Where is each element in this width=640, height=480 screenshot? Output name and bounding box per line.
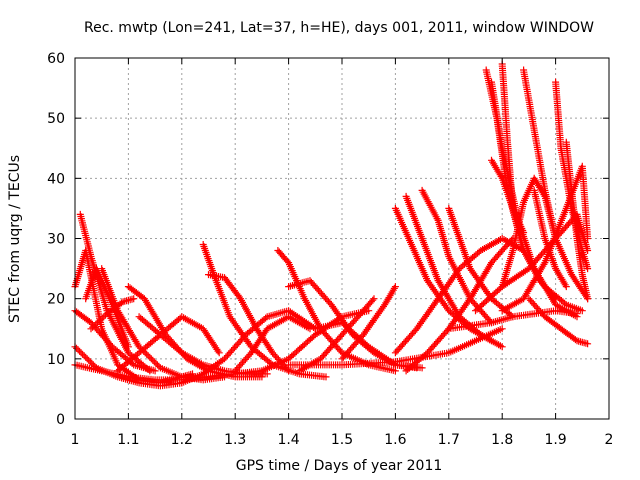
data-marks <box>71 60 592 390</box>
arc-plus-markers <box>87 295 138 333</box>
x-tick-label: 1.3 <box>224 432 246 448</box>
arc-plus-markers <box>285 325 506 369</box>
arc-plus-markers <box>114 313 223 375</box>
arc-plus-markers <box>445 307 581 333</box>
satellite-arc <box>285 325 506 369</box>
arc-plus-markers <box>530 186 570 291</box>
satellite-arc <box>87 295 138 333</box>
y-tick-label: 40 <box>47 171 65 187</box>
arc-plus-markers <box>231 313 314 375</box>
x-tick-label: 1.5 <box>331 432 353 448</box>
x-tick-label: 1.4 <box>277 432 299 448</box>
arc-plus-markers <box>520 66 560 242</box>
satellite-arc <box>445 307 581 333</box>
x-tick-label: 1.1 <box>117 432 139 448</box>
satellite-arc <box>520 66 560 242</box>
satellite-arc <box>231 313 314 375</box>
y-tick-label: 50 <box>47 111 65 127</box>
x-tick-label: 1.9 <box>544 432 566 448</box>
axis-ticks: 1 1.1 1.2 1.3 1.4 1.5 1.6 1.7 1.8 1.9 201020304050… <box>47 51 613 448</box>
arc-plus-markers <box>178 307 319 387</box>
x-axis-label: GPS time / Days of year 2011 <box>236 458 443 474</box>
arc-plus-markers <box>338 283 399 363</box>
arc-plus-markers <box>562 138 592 303</box>
satellite-arc <box>114 313 223 375</box>
satellite-arc <box>178 307 319 387</box>
y-tick-label: 0 <box>56 412 65 428</box>
satellite-arc <box>338 283 399 363</box>
x-tick-label: 1 <box>71 432 80 448</box>
x-tick-label: 1.6 <box>384 432 406 448</box>
x-tick-label: 1.2 <box>171 432 193 448</box>
x-tick-label: 1.7 <box>438 432 460 448</box>
y-tick-label: 10 <box>47 352 65 368</box>
y-axis-label: STEC from uqrg / TECUs <box>7 155 23 323</box>
x-tick-label: 1.8 <box>491 432 513 448</box>
y-tick-label: 30 <box>47 232 65 248</box>
y-tick-label: 20 <box>47 292 65 308</box>
y-tick-label: 60 <box>47 51 65 67</box>
satellite-arc <box>530 186 570 291</box>
x-tick-label: 2 <box>605 432 614 448</box>
satellite-arc <box>562 138 592 303</box>
chart-title: Rec. mwtp (Lon=241, Lat=37, h=HE), days … <box>84 20 594 36</box>
